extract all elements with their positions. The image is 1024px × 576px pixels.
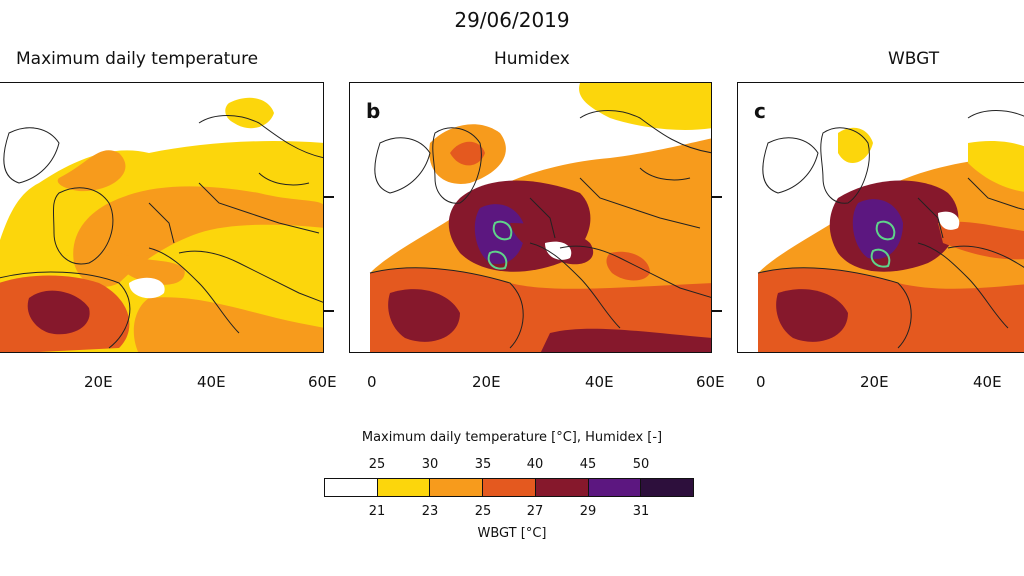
x-tick-label: 20E: [472, 373, 501, 391]
legend-bottom-label: 31: [632, 504, 650, 519]
legend-bottom-label: 29: [579, 504, 597, 519]
map-panel-wbgt: c: [737, 82, 1024, 353]
coastlines: [0, 115, 323, 349]
legend-top-label: 30: [421, 457, 439, 472]
legend-bottom-label: 21: [368, 504, 386, 519]
map-humidex: [369, 83, 711, 352]
temperature-field: [0, 97, 323, 352]
legend-swatch: [641, 479, 694, 496]
panel-a-title: Maximum daily temperature: [16, 49, 259, 69]
y-tick-mark: [712, 310, 722, 312]
legend-swatch: [588, 479, 642, 496]
legend-bottom-label: 25: [474, 504, 492, 519]
y-tick-mark: [324, 310, 334, 312]
contours: [487, 220, 513, 270]
legend-swatch: [377, 479, 431, 496]
legend-title: Maximum daily temperature [°C], Humidex …: [361, 430, 663, 445]
y-tick-mark: [712, 196, 722, 198]
map-max-temperature: [0, 97, 323, 352]
x-tick-label: 0: [367, 373, 377, 391]
x-tick-label: 0: [756, 373, 766, 391]
legend-swatch: [325, 479, 378, 496]
legend-top-label: 25: [368, 457, 386, 472]
y-tick-mark: [324, 196, 334, 198]
legend-colorbar: [324, 478, 694, 497]
map-panel-humidex: b: [349, 82, 712, 353]
legend-top-label: 50: [632, 457, 650, 472]
x-tick-label: 20E: [860, 373, 889, 391]
panel-c-letter: c: [754, 99, 766, 123]
legend-swatch: [535, 479, 589, 496]
legend-top-label: 35: [474, 457, 492, 472]
x-tick-label: 20E: [84, 373, 113, 391]
panel-c-title: WBGT: [888, 49, 940, 69]
humidex-field: [370, 83, 711, 352]
wbgt-field: [758, 127, 1024, 352]
coastlines: [369, 110, 711, 349]
map-wbgt: [757, 110, 1024, 352]
date-title: 29/06/2019: [454, 8, 570, 32]
panel-b-letter: b: [366, 99, 381, 123]
x-tick-label: 40E: [973, 373, 1002, 391]
map-panel-max-temperature: [0, 82, 324, 353]
legend-top-label: 45: [579, 457, 597, 472]
x-tick-label: 60E: [308, 373, 337, 391]
panel-b-title: Humidex: [494, 49, 570, 69]
legend-top-label: 40: [526, 457, 544, 472]
legend-unit-label: WBGT [°C]: [477, 526, 547, 541]
coastlines: [757, 110, 1024, 349]
contours: [870, 220, 896, 268]
x-tick-label: 40E: [197, 373, 226, 391]
x-tick-label: 60E: [696, 373, 725, 391]
legend-swatch: [430, 479, 484, 496]
legend-bottom-label: 23: [421, 504, 439, 519]
legend-bottom-label: 27: [526, 504, 544, 519]
x-tick-label: 40E: [585, 373, 614, 391]
legend-swatch: [483, 479, 536, 496]
